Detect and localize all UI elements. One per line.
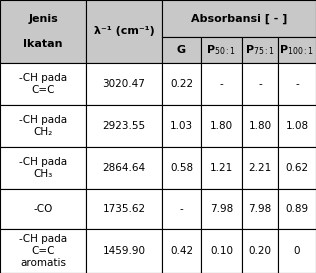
Bar [0,0,86,63]
Text: -: - [295,79,299,89]
Text: 1735.62: 1735.62 [102,204,146,214]
Bar [278,229,316,273]
Text: 7.98: 7.98 [248,204,272,214]
Text: 2923.55: 2923.55 [102,121,146,131]
Text: 1.80: 1.80 [210,121,233,131]
Text: G: G [177,45,186,55]
Text: 0.58: 0.58 [170,163,193,173]
Bar [201,147,242,189]
Bar [278,189,316,229]
Bar [0,105,86,147]
Text: 1.80: 1.80 [248,121,271,131]
Bar [162,63,201,105]
Text: 0.20: 0.20 [248,246,271,256]
Bar [86,63,162,105]
Text: Absorbansi [ - ]: Absorbansi [ - ] [191,13,287,24]
Text: 2864.64: 2864.64 [102,163,146,173]
Bar [0,63,86,105]
Text: 1.08: 1.08 [285,121,308,131]
Text: -: - [258,79,262,89]
Bar [242,37,278,63]
Text: -CH pada
CH₂: -CH pada CH₂ [19,115,67,137]
Text: -CH pada
CH₃: -CH pada CH₃ [19,157,67,179]
Text: 3020.47: 3020.47 [103,79,145,89]
Bar [201,63,242,105]
Bar [162,229,201,273]
Text: 0.10: 0.10 [210,246,233,256]
Bar [0,147,86,189]
Bar [201,229,242,273]
Bar [86,0,162,63]
Text: -: - [179,204,183,214]
Text: 0.22: 0.22 [170,79,193,89]
Text: P$_{75:1}$: P$_{75:1}$ [245,43,275,57]
Text: -CH pada
C=C
aromatis: -CH pada C=C aromatis [19,234,67,268]
Text: 1459.90: 1459.90 [102,246,145,256]
Bar [0,189,86,229]
Bar [242,189,278,229]
Bar [86,229,162,273]
Text: 7.98: 7.98 [210,204,233,214]
Text: 2.21: 2.21 [248,163,272,173]
Text: 0: 0 [294,246,300,256]
Bar [278,147,316,189]
Bar [278,37,316,63]
Bar [86,147,162,189]
Bar [278,63,316,105]
Bar [242,147,278,189]
Text: -: - [220,79,223,89]
Text: Jenis

Ikatan: Jenis Ikatan [23,14,63,49]
Bar [242,105,278,147]
Bar [0,229,86,273]
Bar [162,105,201,147]
Bar [242,63,278,105]
Text: 0.62: 0.62 [285,163,308,173]
Bar [86,105,162,147]
Text: -CH pada
C=C: -CH pada C=C [19,73,67,95]
Bar [162,0,316,37]
Bar [86,189,162,229]
Text: -CO: -CO [33,204,53,214]
Bar [201,189,242,229]
Text: P$_{100:1}$: P$_{100:1}$ [279,43,314,57]
Bar [278,105,316,147]
Text: 1.21: 1.21 [210,163,233,173]
Text: λ⁻¹ (cm⁻¹): λ⁻¹ (cm⁻¹) [94,26,155,37]
Text: 1.03: 1.03 [170,121,193,131]
Text: P$_{50:1}$: P$_{50:1}$ [206,43,237,57]
Text: 0.89: 0.89 [285,204,308,214]
Bar [242,229,278,273]
Bar [201,37,242,63]
Bar [162,37,201,63]
Text: 0.42: 0.42 [170,246,193,256]
Bar [201,105,242,147]
Bar [162,189,201,229]
Bar [162,147,201,189]
